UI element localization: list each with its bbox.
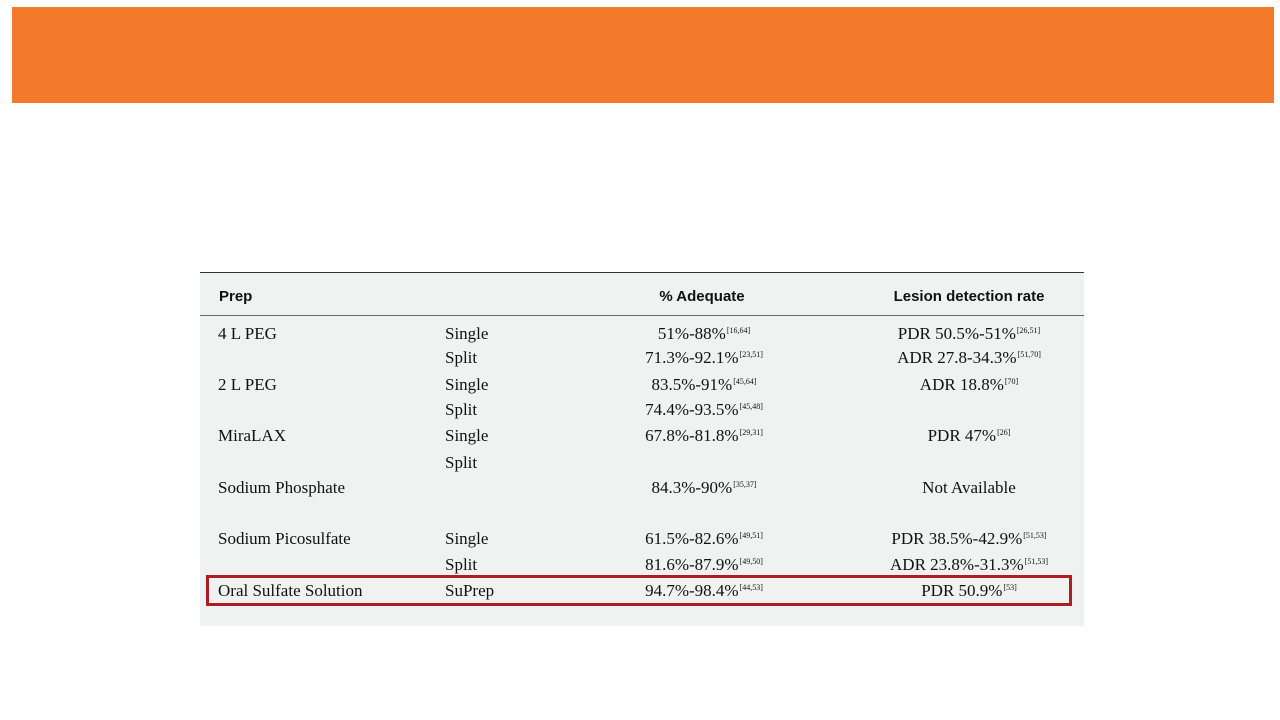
citation: [29,31] <box>739 428 763 437</box>
cell-prep: 2 L PEG <box>218 375 277 394</box>
cell-prep: Sodium Picosulfate <box>218 529 351 548</box>
cell-method: Single <box>445 324 489 343</box>
citation: [26,51] <box>1016 326 1041 335</box>
title-banner <box>12 7 1274 103</box>
cell-method: Split <box>445 348 478 367</box>
cell-prep: Oral Sulfate Solution <box>218 581 363 600</box>
table-header-row: Prep % Adequate Lesion detection rate <box>200 273 1084 316</box>
highlight-box-oral-sulfate <box>206 575 1072 606</box>
cell-adequate: 84.3%-90%[35,37] <box>651 478 757 497</box>
cell-adequate: 67.8%-81.8%[29,31] <box>645 426 763 445</box>
cell-prep: MiraLAX <box>218 426 286 445</box>
cell-adequate: 81.6%-87.9%[49,50] <box>645 555 763 574</box>
cell-adequate: 83.5%-91%[45,64] <box>651 375 757 394</box>
cell-adequate: 74.4%-93.5%[45,48] <box>645 400 763 419</box>
citation: [51,70] <box>1017 350 1041 359</box>
cell-method: Split <box>445 453 478 472</box>
header-lesion-detection-rate: Lesion detection rate <box>893 288 1045 305</box>
citation: [16,64] <box>726 326 751 335</box>
header-adequate: % Adequate <box>659 288 745 305</box>
cell-prep: Sodium Phosphate <box>218 478 346 497</box>
cell-method: Single <box>445 529 489 548</box>
cell-method: Single <box>445 426 489 445</box>
bowel-prep-table: Prep % Adequate Lesion detection rate 4 … <box>200 272 1084 626</box>
cell-lesion: PDR 38.5%-42.9%[51,53] <box>891 529 1047 548</box>
citation: [45,64] <box>733 377 757 386</box>
cell-lesion: ADR 23.8%-31.3%[51,53] <box>890 555 1048 574</box>
citation: [70] <box>1004 377 1019 386</box>
citation: [45,48] <box>739 402 763 411</box>
citation: [51,53] <box>1024 557 1048 566</box>
cell-lesion: PDR 50.9%[53] <box>921 581 1017 600</box>
citation: [35,37] <box>733 480 757 489</box>
citation: [49,51] <box>739 531 763 540</box>
citation: [44,53] <box>739 583 763 592</box>
citation: [49,50] <box>739 557 763 566</box>
cell-lesion: PDR 50.5%-51%[26,51] <box>897 324 1041 343</box>
cell-lesion: Not Available <box>922 478 1016 497</box>
header-prep: Prep <box>219 288 253 305</box>
citation: [53] <box>1003 583 1017 592</box>
citation: [26] <box>997 428 1011 437</box>
cell-method: Split <box>445 400 478 419</box>
cell-lesion: ADR 18.8%[70] <box>919 375 1019 394</box>
cell-method: Split <box>445 555 478 574</box>
cell-adequate: 51%-88%[16,64] <box>657 324 751 343</box>
cell-lesion: PDR 47%[26] <box>927 426 1011 445</box>
cell-prep: 4 L PEG <box>218 324 277 343</box>
cell-lesion: ADR 27.8-34.3%[51,70] <box>897 348 1041 367</box>
cell-method: SuPrep <box>445 581 495 600</box>
citation: [23,51] <box>739 350 763 359</box>
citation: [51,53] <box>1023 531 1047 540</box>
cell-adequate: 94.7%-98.4%[44,53] <box>645 581 763 600</box>
cell-adequate: 71.3%-92.1%[23,51] <box>645 348 763 367</box>
cell-adequate: 61.5%-82.6%[49,51] <box>645 529 763 548</box>
cell-method: Single <box>445 375 489 394</box>
